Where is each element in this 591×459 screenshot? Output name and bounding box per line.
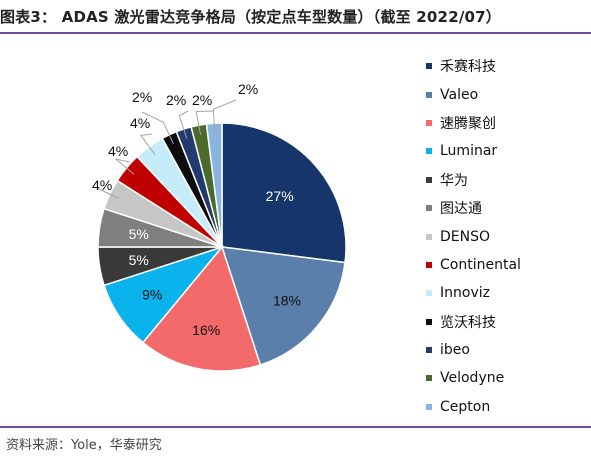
legend-label: Innoviz bbox=[440, 285, 490, 302]
slice-label-4: 5% bbox=[129, 252, 149, 268]
legend-item-1: Valeo bbox=[426, 80, 521, 108]
leader-line-7 bbox=[115, 158, 135, 175]
legend-swatch bbox=[426, 148, 432, 155]
legend-label: 禾赛科技 bbox=[440, 59, 496, 76]
slice-label-12: 2% bbox=[238, 81, 258, 97]
legend-item-2: 速腾聚创 bbox=[426, 109, 521, 137]
legend-item-12: Cepton bbox=[426, 393, 521, 421]
legend-item-7: Continental bbox=[426, 251, 521, 279]
slice-label-3: 9% bbox=[142, 286, 162, 302]
legend-swatch bbox=[426, 91, 432, 98]
legend-swatch bbox=[426, 261, 432, 268]
legend-label: Luminar bbox=[440, 143, 498, 160]
leader-line-6 bbox=[96, 187, 119, 199]
source-divider bbox=[0, 426, 591, 428]
legend-label: 华为 bbox=[440, 172, 468, 189]
slice-label-5: 5% bbox=[129, 226, 149, 242]
chart-title: 图表3： ADAS 激光雷达竞争格局（按定点车型数量）（截至 2022/07） bbox=[0, 8, 501, 26]
legend-item-3: Luminar bbox=[426, 137, 521, 165]
legend-item-0: 禾赛科技 bbox=[426, 52, 521, 80]
leader-line-11 bbox=[195, 110, 215, 136]
pie-slice-2 bbox=[141, 245, 262, 372]
legend-label: Velodyne bbox=[440, 370, 505, 387]
title-divider bbox=[0, 32, 591, 34]
leader-line-12 bbox=[212, 99, 237, 134]
legend-item-6: DENSO bbox=[426, 222, 521, 250]
legend-swatch bbox=[426, 233, 432, 240]
slice-label-2: 16% bbox=[192, 322, 220, 338]
legend-label: 览沃科技 bbox=[440, 314, 496, 331]
legend-swatch bbox=[426, 347, 432, 354]
legend-item-9: 览沃科技 bbox=[426, 308, 521, 336]
legend-swatch bbox=[426, 63, 432, 70]
legend: 禾赛科技 Valeo 速腾聚创 Luminar 华为图达通 DENSO Continenta… bbox=[426, 52, 521, 421]
legend-swatch bbox=[426, 403, 432, 410]
legend-item-8: Innoviz bbox=[426, 279, 521, 307]
source-note: 资料来源：Yole，华泰研究 bbox=[6, 438, 162, 453]
legend-item-4: 华为 bbox=[426, 166, 521, 194]
slice-label-9: 2% bbox=[132, 89, 152, 105]
legend-label: Continental bbox=[440, 256, 521, 273]
slice-label-7: 4% bbox=[108, 143, 128, 159]
legend-swatch bbox=[426, 290, 432, 297]
legend-item-10: ibeo bbox=[426, 336, 521, 364]
slice-label-11: 2% bbox=[192, 92, 212, 108]
leader-line-10 bbox=[178, 110, 189, 139]
legend-swatch bbox=[426, 318, 432, 325]
legend-label: Cepton bbox=[440, 398, 491, 415]
pie-slice-1 bbox=[220, 246, 346, 366]
legend-item-5: 图达通 bbox=[426, 194, 521, 222]
slice-label-0: 27% bbox=[266, 188, 294, 204]
legend-item-11: Velodyne bbox=[426, 364, 521, 392]
slice-label-1: 18% bbox=[273, 293, 301, 309]
legend-label: 速腾聚创 bbox=[440, 115, 496, 132]
legend-label: DENSO bbox=[440, 228, 491, 245]
legend-swatch bbox=[426, 205, 432, 212]
leader-line-8 bbox=[139, 133, 156, 156]
leader-line-9 bbox=[141, 111, 174, 144]
pie-slice-0 bbox=[221, 122, 347, 264]
legend-label: 图达通 bbox=[440, 201, 482, 218]
slice-label-6: 4% bbox=[92, 177, 112, 193]
slice-label-8: 4% bbox=[130, 115, 150, 131]
legend-label: Valeo bbox=[440, 86, 479, 103]
slice-label-10: 2% bbox=[166, 92, 186, 108]
legend-swatch bbox=[426, 119, 432, 126]
legend-swatch bbox=[426, 176, 432, 183]
legend-label: ibeo bbox=[440, 342, 470, 359]
legend-swatch bbox=[426, 375, 432, 382]
